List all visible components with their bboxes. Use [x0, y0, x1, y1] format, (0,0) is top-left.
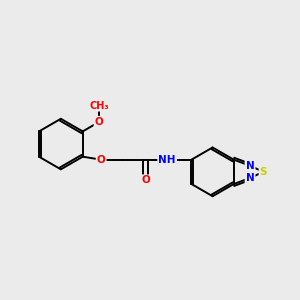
Text: N: N	[246, 161, 254, 171]
Text: O: O	[141, 176, 150, 185]
Text: O: O	[97, 155, 106, 165]
Text: O: O	[95, 117, 103, 127]
Text: CH₃: CH₃	[89, 100, 109, 111]
Text: NH: NH	[158, 155, 176, 165]
Text: N: N	[246, 173, 254, 183]
Text: S: S	[260, 167, 267, 177]
